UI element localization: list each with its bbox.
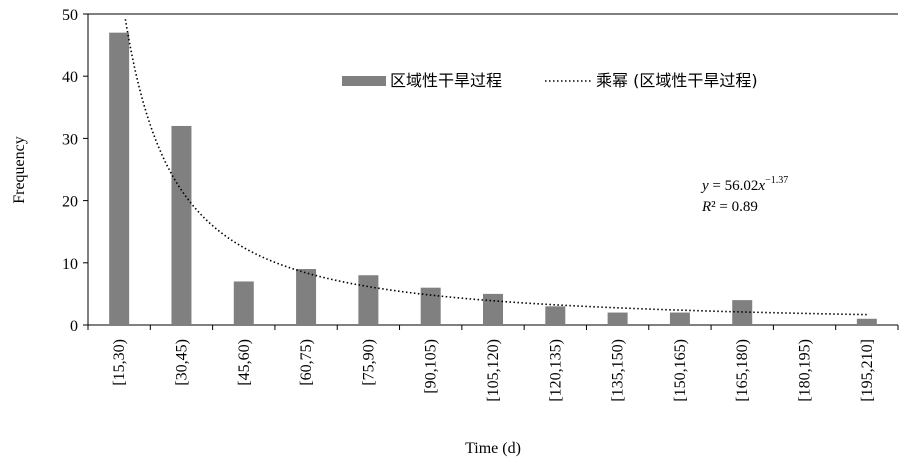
y-tick-label: 20 <box>62 194 78 211</box>
bar <box>109 32 130 325</box>
legend: 区域性干旱过程 乘幂 (区域性干旱过程) <box>342 71 758 90</box>
bar <box>545 306 566 325</box>
legend-bar-swatch <box>342 76 386 86</box>
x-tick-label: [165,180) <box>734 339 751 402</box>
bar <box>669 312 690 325</box>
x-axis-label: Time (d) <box>465 440 521 457</box>
bar <box>856 318 877 325</box>
equation-annotation: y = 56.02x−1.37 R² = 0.89 <box>700 175 788 215</box>
axes <box>87 13 898 326</box>
y-axis-label: Frequency <box>11 136 28 204</box>
y-ticks: 0 10 20 30 40 50 <box>62 7 88 335</box>
x-tick-label: [60,75) <box>298 339 315 386</box>
equation-text: y = 56.02x−1.37 <box>700 175 788 194</box>
y-tick-label: 0 <box>70 318 78 335</box>
x-tick-label: [90,105) <box>423 339 440 394</box>
power-trendline <box>124 19 867 316</box>
bar <box>358 275 379 325</box>
bar <box>420 287 441 325</box>
x-tick-label: [150,165) <box>672 339 689 402</box>
y-tick-label: 30 <box>62 131 78 148</box>
x-tick-label: [45,60) <box>236 339 253 386</box>
y-tick-label: 40 <box>62 69 78 86</box>
x-tick-label: [135,150) <box>610 339 627 402</box>
x-tick-label: [30,45) <box>173 339 190 386</box>
y-tick-label: 10 <box>62 256 78 273</box>
bars <box>109 32 877 326</box>
x-tick-label: [120,135) <box>547 339 564 402</box>
x-tick-label: [105,120) <box>485 339 502 402</box>
x-ticks: [15,30) [30,45) [45,60) [60,75) [75,90) [90,1… <box>87 325 899 402</box>
x-tick-label: [180,195) <box>797 339 814 402</box>
y-tick-label: 50 <box>62 7 78 24</box>
x-tick-label: [15,30) <box>111 339 128 386</box>
x-tick-label: [195,210] <box>859 339 876 402</box>
x-tick-label: [75,90) <box>360 339 377 386</box>
r-squared-text: R² = 0.89 <box>701 199 758 215</box>
legend-bar-label: 区域性干旱过程 <box>390 71 502 90</box>
bar <box>171 125 192 326</box>
bar <box>233 281 254 325</box>
bar <box>483 293 503 325</box>
bar <box>296 269 317 325</box>
legend-trendline-label: 乘幂 (区域性干旱过程) <box>596 71 758 90</box>
bar <box>607 312 628 325</box>
